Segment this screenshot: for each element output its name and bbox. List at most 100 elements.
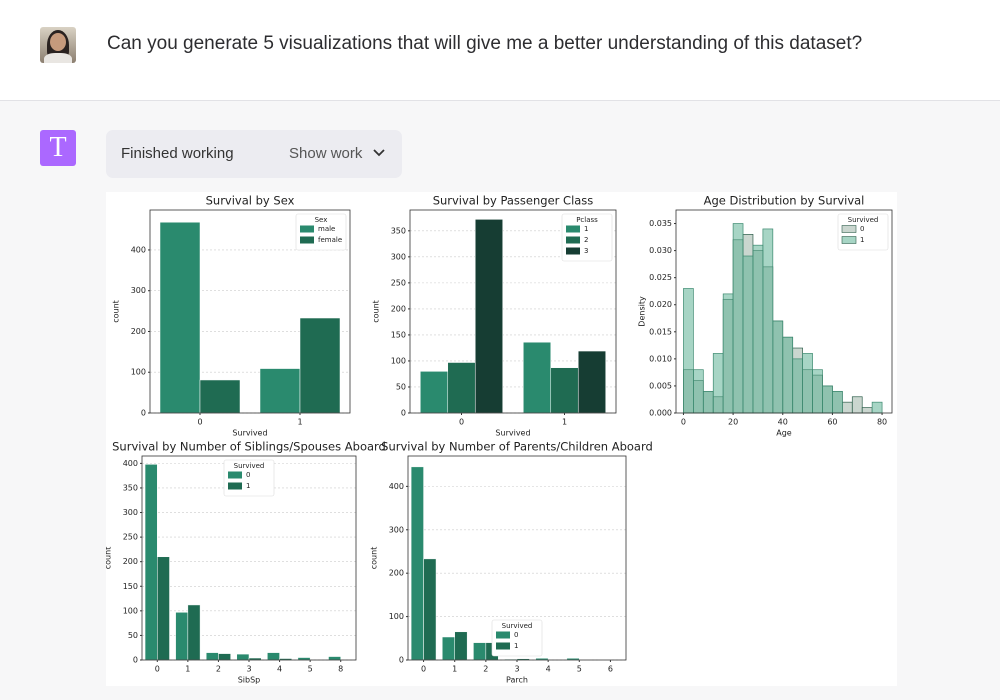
bar bbox=[199, 379, 241, 414]
hist-bar bbox=[693, 369, 704, 414]
chart-title: Survival by Passenger Class bbox=[433, 194, 594, 208]
y-tick-label: 0.025 bbox=[649, 273, 672, 282]
y-tick-label: 300 bbox=[389, 525, 404, 534]
bar bbox=[447, 362, 476, 414]
hist-bar bbox=[772, 320, 784, 414]
hist-bar bbox=[792, 358, 803, 414]
status-text: Finished working bbox=[121, 145, 234, 162]
chart-title: Survival by Number of Parents/Children A… bbox=[381, 440, 653, 454]
legend-label: 3 bbox=[584, 247, 588, 255]
x-tick-label: 5 bbox=[577, 665, 582, 674]
hist-bar bbox=[871, 401, 883, 414]
bar bbox=[144, 464, 158, 661]
legend-label: 0 bbox=[514, 631, 518, 639]
legend-label: 1 bbox=[860, 236, 864, 244]
legend-label: 0 bbox=[246, 471, 250, 479]
legend-label: 1 bbox=[584, 225, 588, 233]
legend-label: male bbox=[318, 225, 335, 233]
bar bbox=[205, 652, 219, 661]
y-tick-label: 250 bbox=[391, 278, 406, 287]
bar bbox=[175, 612, 189, 661]
y-tick-label: 300 bbox=[123, 508, 138, 517]
hist-bar bbox=[742, 255, 754, 414]
y-tick-label: 250 bbox=[123, 533, 138, 542]
legend-label: 0 bbox=[860, 225, 864, 233]
bar bbox=[523, 341, 552, 414]
legend-swatch bbox=[841, 236, 857, 244]
bar bbox=[299, 317, 341, 414]
hist-bar bbox=[822, 385, 833, 414]
y-tick-label: 100 bbox=[391, 356, 406, 365]
legend-swatch bbox=[300, 236, 314, 244]
hist-bar bbox=[812, 369, 823, 414]
hist-bar bbox=[712, 353, 724, 414]
x-tick-label: 6 bbox=[608, 665, 613, 674]
x-tick-label: 2 bbox=[216, 665, 221, 674]
hist-bar bbox=[802, 353, 813, 414]
bar bbox=[577, 350, 606, 414]
bar bbox=[328, 656, 341, 661]
hist-bar bbox=[762, 228, 774, 414]
legend-swatch bbox=[300, 225, 314, 233]
y-tick-label: 300 bbox=[391, 252, 406, 261]
bar bbox=[236, 653, 250, 661]
status-box: Finished working Show work bbox=[106, 130, 402, 178]
user-avatar bbox=[40, 27, 76, 63]
y-axis-label: count bbox=[106, 547, 113, 570]
user-row: Can you generate 5 visualizations that w… bbox=[0, 0, 1000, 101]
hist-bar bbox=[851, 396, 863, 414]
legend-title: Survived bbox=[848, 216, 879, 224]
chevron[interactable] bbox=[372, 148, 386, 158]
x-tick-label: 0 bbox=[421, 665, 426, 674]
x-tick-label: 3 bbox=[514, 665, 519, 674]
x-axis-label: Parch bbox=[506, 676, 528, 685]
bar bbox=[267, 652, 280, 661]
x-tick-label: 4 bbox=[546, 665, 551, 674]
x-tick-label: 0 bbox=[681, 418, 686, 427]
y-tick-label: 200 bbox=[131, 327, 146, 336]
legend-title: Survived bbox=[502, 622, 533, 630]
axes-frame bbox=[141, 455, 357, 661]
x-tick-label: 0 bbox=[197, 418, 202, 427]
y-tick-label: 0.015 bbox=[649, 327, 672, 336]
legend-swatch bbox=[566, 236, 580, 244]
y-tick-label: 200 bbox=[391, 304, 406, 313]
hist-bar bbox=[732, 223, 744, 414]
legend-label: 1 bbox=[246, 482, 250, 490]
hist-bar bbox=[782, 336, 794, 414]
hist-bar bbox=[752, 244, 764, 414]
legend-swatch bbox=[841, 225, 857, 233]
y-tick-label: 350 bbox=[391, 226, 406, 235]
bar bbox=[159, 221, 201, 414]
y-tick-label: 0 bbox=[141, 409, 146, 418]
show-work-toggle[interactable]: Show work bbox=[289, 145, 363, 162]
x-tick-label: 3 bbox=[246, 665, 251, 674]
y-tick-label: 0.005 bbox=[649, 381, 672, 390]
legend-swatch bbox=[566, 225, 580, 233]
legend-label: female bbox=[318, 236, 342, 244]
legend-title: Pclass bbox=[576, 216, 598, 224]
x-tick-label: 5 bbox=[308, 665, 313, 674]
axes-frame bbox=[675, 209, 893, 414]
legend-swatch bbox=[228, 471, 242, 479]
bar bbox=[187, 604, 201, 661]
y-tick-label: 0.035 bbox=[649, 219, 672, 228]
bar bbox=[442, 636, 455, 661]
x-tick-label: 2 bbox=[483, 665, 488, 674]
bar bbox=[420, 371, 449, 414]
axes-frame bbox=[407, 455, 627, 661]
y-tick-label: 400 bbox=[123, 459, 138, 468]
y-tick-label: 400 bbox=[131, 245, 146, 254]
x-tick-label: 8 bbox=[338, 665, 343, 674]
legend-swatch bbox=[496, 631, 510, 639]
y-tick-label: 0 bbox=[133, 656, 138, 665]
hist-bar bbox=[861, 407, 873, 414]
x-axis-label: Survived bbox=[495, 429, 530, 438]
x-tick-label: 40 bbox=[778, 418, 788, 427]
x-tick-label: 4 bbox=[277, 665, 282, 674]
x-axis-label: SibSp bbox=[238, 676, 261, 685]
bar bbox=[259, 368, 301, 414]
x-tick-label: 20 bbox=[728, 418, 738, 427]
y-tick-label: 200 bbox=[123, 557, 138, 566]
axes-frame bbox=[409, 209, 617, 414]
